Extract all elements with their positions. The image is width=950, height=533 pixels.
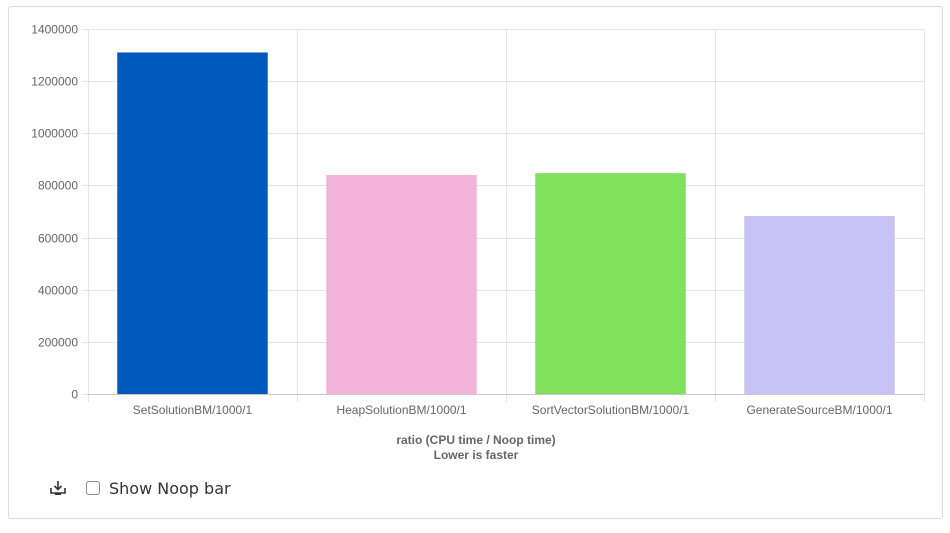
show-noop-toggle[interactable]: Show Noop bar xyxy=(86,479,231,498)
y-tick-label: 600000 xyxy=(38,232,78,246)
bar-4 xyxy=(744,215,895,394)
bar-1 xyxy=(117,52,268,394)
y-tick-label: 400000 xyxy=(38,284,78,298)
y-tick-label: 1000000 xyxy=(31,127,78,141)
y-axis-ticks: 0 200000 400000 600000 800000 1000000 1200000 1… xyxy=(31,23,78,402)
x-tick-label: HeapSolutionBM/1000/1 xyxy=(336,403,466,417)
y-tick-label: 1200000 xyxy=(31,75,78,89)
y-tick-label: 200000 xyxy=(38,336,78,350)
bar-chart: 0 200000 400000 600000 800000 1000000 1200000 1… xyxy=(31,23,925,462)
bars xyxy=(117,52,895,394)
y-tick-label: 800000 xyxy=(38,179,78,193)
bar-2 xyxy=(326,175,477,394)
x-axis-ticks: SetSolutionBM/1000/1 HeapSolutionBM/1000/… xyxy=(133,403,893,417)
download-icon[interactable] xyxy=(48,478,68,498)
bar-3 xyxy=(535,173,686,394)
show-noop-label: Show Noop bar xyxy=(109,478,231,498)
x-axis-label: ratio (CPU time / Noop time) xyxy=(396,433,555,447)
x-tick-label: GenerateSourceBM/1000/1 xyxy=(746,403,892,417)
show-noop-checkbox[interactable] xyxy=(86,481,100,495)
chart-controls: Show Noop bar xyxy=(48,476,231,500)
y-tick-label: 0 xyxy=(71,388,78,402)
y-tick-label: 1400000 xyxy=(31,23,78,37)
x-tick-label: SetSolutionBM/1000/1 xyxy=(133,403,253,417)
x-axis-sublabel: Lower is faster xyxy=(434,448,519,462)
x-tick-label: SortVectorSolutionBM/1000/1 xyxy=(532,403,690,417)
